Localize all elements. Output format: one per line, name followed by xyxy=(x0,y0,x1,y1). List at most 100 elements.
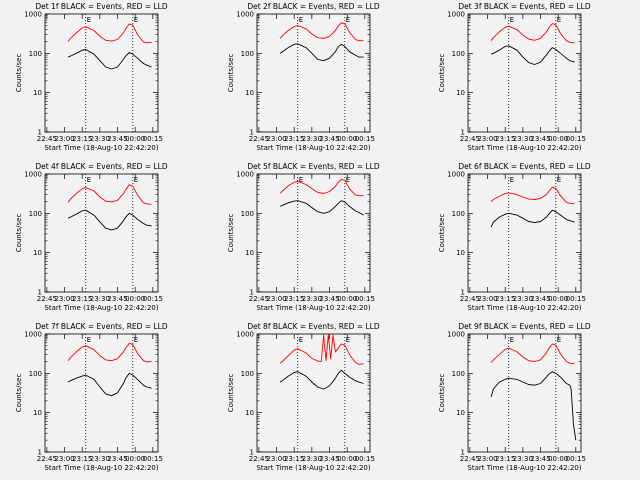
y-tick-label: 1000 xyxy=(447,331,465,339)
eclipse-marker-label: E xyxy=(299,16,303,24)
panel-title: Det 3f BLACK = Events, RED = LLD xyxy=(458,2,591,11)
y-axis-label: Counts/sec xyxy=(438,214,446,253)
x-tick-label: 22:45 xyxy=(460,295,480,303)
x-tick-label: 23:45 xyxy=(530,455,550,463)
eclipse-marker-label: E xyxy=(299,176,303,184)
events-series-line xyxy=(67,49,152,70)
panel-det-8: Det 8f BLACK = Events, RED = LLD 1 10 100 10… xyxy=(227,322,380,472)
x-tick-label: 23:45 xyxy=(319,455,339,463)
x-tick-label: 23:30 xyxy=(513,455,533,463)
y-tick-label: 100 xyxy=(452,370,465,378)
panel-det-2: Det 2f BLACK = Events, RED = LLD 1 10 100 10… xyxy=(227,2,380,152)
x-tick-label: 00:15 xyxy=(143,295,163,303)
x-tick-label: 00:15 xyxy=(566,295,586,303)
events-series-line xyxy=(67,209,152,231)
y-tick-label: 1000 xyxy=(447,11,465,19)
x-tick-label: 23:15 xyxy=(72,295,92,303)
plot-frame xyxy=(256,13,371,133)
x-tick-label: 00:15 xyxy=(143,135,163,143)
x-tick-label: 23:15 xyxy=(284,295,304,303)
y-tick-label: 1000 xyxy=(236,331,254,339)
y-tick-label: 1000 xyxy=(236,11,254,19)
x-axis-label: Start Time (18-Aug-10 22:42:20) xyxy=(44,304,158,312)
eclipse-marker-label: E xyxy=(510,176,514,184)
plot-frame xyxy=(467,333,582,453)
lld-series-line xyxy=(67,23,152,44)
x-tick-label: 00:15 xyxy=(143,455,163,463)
x-tick-label: 00:00 xyxy=(125,455,145,463)
x-tick-label: 00:15 xyxy=(355,455,375,463)
y-tick-label: 1 xyxy=(461,289,465,297)
panel-det-6: Det 6f BLACK = Events, RED = LLD 1 10 100 10… xyxy=(438,162,591,312)
y-tick-label: 1 xyxy=(461,129,465,137)
eclipse-marker-label: E xyxy=(134,336,138,344)
x-tick-label: 00:15 xyxy=(355,135,375,143)
eclipse-marker-label: E xyxy=(134,176,138,184)
x-tick-label: 22:45 xyxy=(37,135,57,143)
x-tick-label: 00:15 xyxy=(566,135,586,143)
x-tick-label: 23:15 xyxy=(284,455,304,463)
x-axis-label: Start Time (18-Aug-10 22:42:20) xyxy=(44,144,158,152)
eclipse-marker-label: E xyxy=(87,176,91,184)
x-axis-label: Start Time (18-Aug-10 22:42:20) xyxy=(44,464,158,472)
x-tick-label: 23:00 xyxy=(54,455,74,463)
y-tick-label: 1000 xyxy=(447,171,465,179)
lld-series-line xyxy=(279,178,364,197)
panel-title: Det 1f BLACK = Events, RED = LLD xyxy=(35,2,168,11)
x-tick-label: 23:00 xyxy=(54,295,74,303)
x-tick-label: 00:15 xyxy=(566,455,586,463)
panel-det-1: Det 1f BLACK = Events, RED = LLD 1 10 100 10… xyxy=(15,2,168,152)
y-tick-label: 1 xyxy=(38,129,42,137)
x-axis-label: Start Time (18-Aug-10 22:42:20) xyxy=(467,464,581,472)
events-series-line xyxy=(490,45,575,65)
plot-frame xyxy=(467,13,582,133)
y-tick-label: 1 xyxy=(38,449,42,457)
eclipse-marker-label: E xyxy=(510,336,514,344)
panel-title: Det 9f BLACK = Events, RED = LLD xyxy=(458,322,591,331)
eclipse-marker-label: E xyxy=(134,16,138,24)
x-tick-label: 23:15 xyxy=(72,135,92,143)
x-tick-label: 23:30 xyxy=(90,455,110,463)
events-series-line xyxy=(490,371,577,441)
x-tick-label: 23:00 xyxy=(477,295,497,303)
y-axis-label: Counts/sec xyxy=(227,374,235,413)
x-tick-label: 00:00 xyxy=(125,135,145,143)
x-tick-label: 23:15 xyxy=(72,455,92,463)
lld-series-line xyxy=(67,342,152,363)
lld-series-line xyxy=(279,22,364,42)
lld-series-line xyxy=(490,186,575,205)
x-tick-label: 23:30 xyxy=(302,455,322,463)
plot-frame xyxy=(256,173,371,293)
x-tick-label: 23:45 xyxy=(107,135,127,143)
eclipse-marker-label: E xyxy=(346,16,350,24)
x-axis-label: Start Time (18-Aug-10 22:42:20) xyxy=(467,304,581,312)
lld-series-line xyxy=(490,23,575,44)
eclipse-marker-label: E xyxy=(87,16,91,24)
y-axis-label: Counts/sec xyxy=(438,54,446,93)
plot-frame xyxy=(44,333,159,453)
panel-title: Det 2f BLACK = Events, RED = LLD xyxy=(247,2,380,11)
panel-title: Det 5f BLACK = Events, RED = LLD xyxy=(247,162,380,171)
events-series-line xyxy=(279,200,364,216)
y-tick-label: 10 xyxy=(245,89,254,97)
y-tick-label: 10 xyxy=(33,409,42,417)
x-tick-label: 23:00 xyxy=(266,455,286,463)
y-tick-label: 100 xyxy=(241,50,254,58)
eclipse-marker-label: E xyxy=(87,336,91,344)
x-tick-label: 23:00 xyxy=(477,455,497,463)
x-tick-label: 23:00 xyxy=(54,135,74,143)
lld-series-line xyxy=(490,343,575,365)
y-axis-label: Counts/sec xyxy=(15,54,23,93)
plot-frame xyxy=(44,173,159,293)
events-series-line xyxy=(490,209,575,228)
plot-frame xyxy=(256,333,371,453)
x-tick-label: 23:15 xyxy=(284,135,304,143)
y-axis-label: Counts/sec xyxy=(438,374,446,413)
x-tick-label: 23:45 xyxy=(319,135,339,143)
y-tick-label: 10 xyxy=(456,89,465,97)
y-tick-label: 10 xyxy=(33,89,42,97)
lld-series-line xyxy=(67,184,152,205)
panel-det-5: Det 5f BLACK = Events, RED = LLD 1 10 100 10… xyxy=(227,162,380,312)
x-tick-label: 23:15 xyxy=(495,455,515,463)
